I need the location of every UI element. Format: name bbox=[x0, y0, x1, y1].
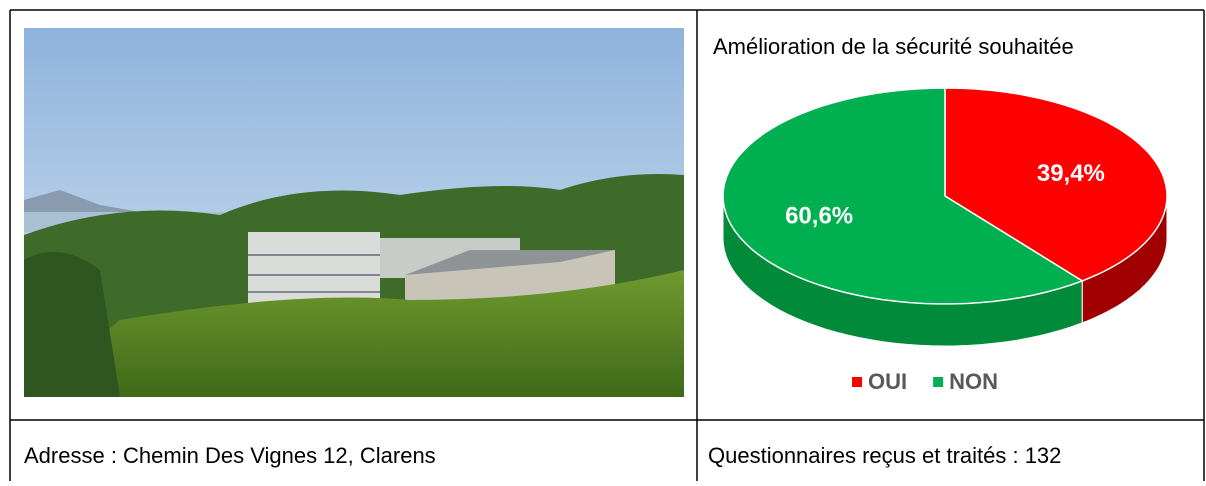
chart-title: Amélioration de la sécurité souhaitée bbox=[713, 34, 1074, 59]
pie-slice bbox=[722, 87, 1084, 305]
legend-label: OUI bbox=[868, 369, 907, 394]
pie-chart: 39,4% 60,6% OUI NON bbox=[722, 87, 1168, 394]
legend-label: NON bbox=[949, 369, 998, 394]
photo bbox=[24, 28, 684, 397]
data-label: 39,4% bbox=[1037, 160, 1105, 187]
count-text: Questionnaires reçus et traités : 132 bbox=[708, 443, 1061, 468]
legend-swatch bbox=[933, 377, 944, 387]
pie-slice bbox=[944, 87, 1168, 282]
data-label: 60,6% bbox=[785, 203, 853, 230]
legend-swatch bbox=[852, 377, 862, 387]
address: Adresse : Chemin Des Vignes 12, Clarens bbox=[24, 443, 436, 468]
table-frame bbox=[9, 9, 1205, 481]
